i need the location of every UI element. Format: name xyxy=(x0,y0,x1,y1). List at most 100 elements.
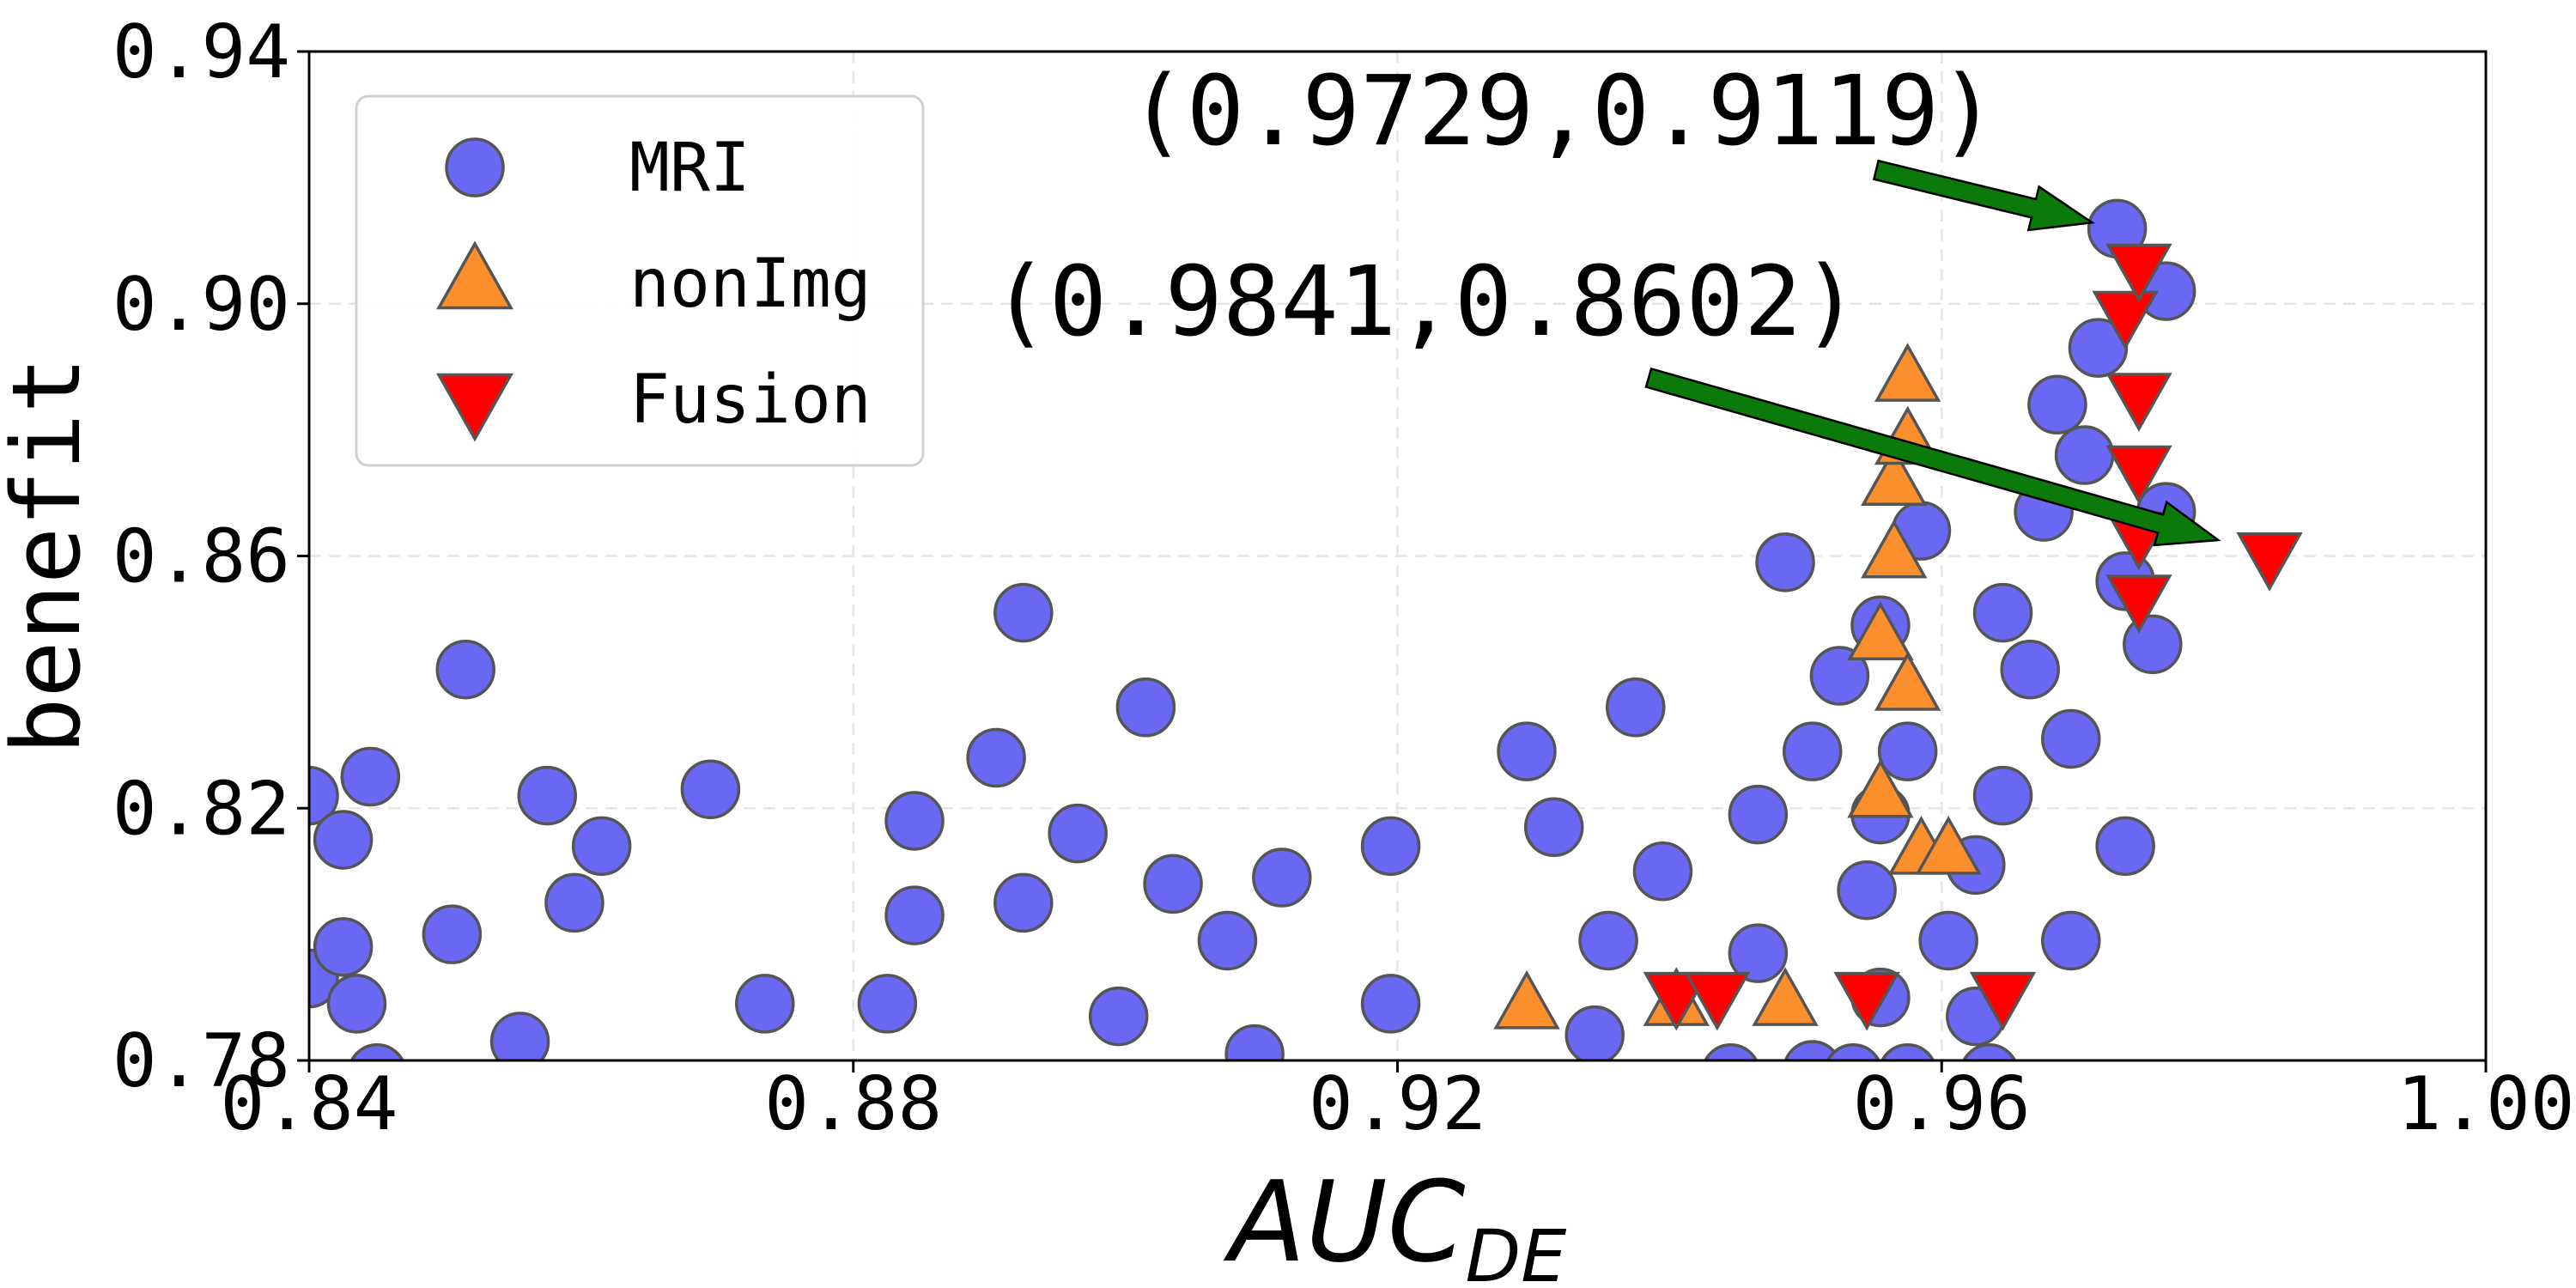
mri-point xyxy=(1564,1005,1625,1060)
fusion-point xyxy=(2105,373,2172,432)
mri-point xyxy=(1606,677,1666,738)
fusion-point xyxy=(2236,532,2303,592)
nonimg-point xyxy=(1861,519,1928,579)
mri-point xyxy=(2027,374,2087,434)
x-axis-label: AUCDE xyxy=(1224,1157,1567,1288)
mri-point xyxy=(309,765,339,826)
mri-point xyxy=(1197,910,1258,971)
mri-point xyxy=(1143,854,1203,914)
mri-point xyxy=(313,917,374,977)
annotation-arrow xyxy=(1872,159,2095,232)
y-tick-label: 0.82 xyxy=(112,766,290,852)
mri-point xyxy=(1877,721,1938,781)
nonimg-point xyxy=(1861,447,1928,507)
mri-point xyxy=(884,791,945,851)
mri-point xyxy=(1880,1042,1935,1060)
x-axis-label-subscript: DE xyxy=(1466,1214,1567,1288)
x-axis-label-main: AUC xyxy=(1224,1157,1466,1287)
legend-label-nonimg: nonImg xyxy=(629,246,872,323)
mri-point xyxy=(2000,639,2060,700)
legend-box xyxy=(355,94,925,467)
nonimg-point xyxy=(1847,758,1914,818)
y-tick-label: 0.78 xyxy=(112,1018,290,1104)
mri-point xyxy=(1578,910,1638,971)
mri-point xyxy=(1783,1040,1841,1060)
axis-ticks: 0.84 0.88 0.92 0.96 1.00 0.78 0.82 0.86 0.90 0.94 xyxy=(112,9,2575,1147)
annotation-label: (0.9729,0.9119) xyxy=(1128,56,1996,167)
mri-point xyxy=(1826,1042,1880,1060)
mri-point xyxy=(857,974,918,1034)
x-tick-label: 0.88 xyxy=(764,1061,942,1147)
mri-point xyxy=(2095,816,2155,877)
mri-point xyxy=(1497,721,1557,781)
mri-point xyxy=(2041,708,2101,769)
nonimg-point xyxy=(1493,969,1560,1030)
annotation-label: (0.9841,0.8602) xyxy=(991,246,1859,358)
fusion-point xyxy=(2092,290,2159,350)
mri-point xyxy=(1728,784,1789,845)
mri-point xyxy=(1115,677,1176,738)
mri-point xyxy=(489,1012,550,1060)
mri-point xyxy=(884,885,945,945)
mri-point xyxy=(1962,1042,2017,1060)
y-axis-label: benefit xyxy=(0,356,101,755)
x-tick-label: 0.84 xyxy=(220,1061,398,1147)
mri-point xyxy=(517,765,578,826)
y-tick-label: 0.94 xyxy=(112,9,290,95)
mri-point xyxy=(313,810,374,870)
mri-point xyxy=(1523,797,1584,858)
mri-point xyxy=(1088,986,1149,1047)
mri-point xyxy=(1972,582,2033,643)
mri-point xyxy=(1360,974,1421,1034)
y-tick-label: 0.86 xyxy=(112,514,290,600)
annotation-arrow xyxy=(1644,367,2221,547)
mri-point xyxy=(1837,860,1897,920)
legend-marker-fusion xyxy=(436,373,513,442)
fusion-point xyxy=(1969,971,2037,1031)
y-tick-label: 0.90 xyxy=(112,262,290,348)
mri-point xyxy=(993,582,1054,643)
mri-point xyxy=(1632,841,1693,902)
mri-point xyxy=(1704,1042,1759,1060)
mri-point xyxy=(993,872,1054,933)
fusion-point xyxy=(1833,971,1900,1031)
mri-point xyxy=(2068,318,2129,378)
mri-point xyxy=(2041,910,2101,971)
mri-point xyxy=(1918,910,1978,971)
nonimg-point xyxy=(1874,652,1941,711)
x-tick-label: 1.00 xyxy=(2397,1061,2574,1147)
mri-point xyxy=(1728,923,1789,983)
legend: MRI nonImg Fusion xyxy=(355,94,925,467)
fusion-point xyxy=(2105,574,2172,634)
data-markers xyxy=(309,198,2303,1060)
mri-point xyxy=(680,759,741,819)
annotations: (0.9729,0.9119) (0.9841,0.8602) xyxy=(991,56,2221,547)
fusion-point xyxy=(2105,445,2172,505)
legend-label-mri: MRI xyxy=(629,130,750,207)
mri-point xyxy=(1224,1024,1285,1060)
mri-point xyxy=(2054,425,2115,485)
mri-point xyxy=(1252,848,1312,908)
x-tick-label: 0.92 xyxy=(1309,1061,1486,1147)
nonimg-point xyxy=(1752,967,1819,1026)
mri-point xyxy=(2123,614,2183,675)
mri-point xyxy=(1782,721,1843,781)
legend-marker-mri xyxy=(445,137,505,197)
nonimg-point xyxy=(1915,815,1982,875)
legend-marker-nonimg xyxy=(436,240,513,310)
mri-point xyxy=(435,639,495,700)
mri-point xyxy=(326,974,387,1034)
mri-point xyxy=(422,904,483,964)
legend-label-fusion: Fusion xyxy=(629,361,872,439)
mri-point xyxy=(349,1042,404,1060)
mri-point xyxy=(571,816,632,877)
mri-point xyxy=(340,746,401,807)
fusion-point xyxy=(2105,243,2172,303)
mri-point xyxy=(1048,803,1108,864)
fusion-point xyxy=(1643,971,1710,1031)
mri-point xyxy=(1809,646,1870,706)
mri-point xyxy=(1755,532,1815,592)
mri-point xyxy=(544,872,605,933)
mri-point xyxy=(966,727,1026,788)
